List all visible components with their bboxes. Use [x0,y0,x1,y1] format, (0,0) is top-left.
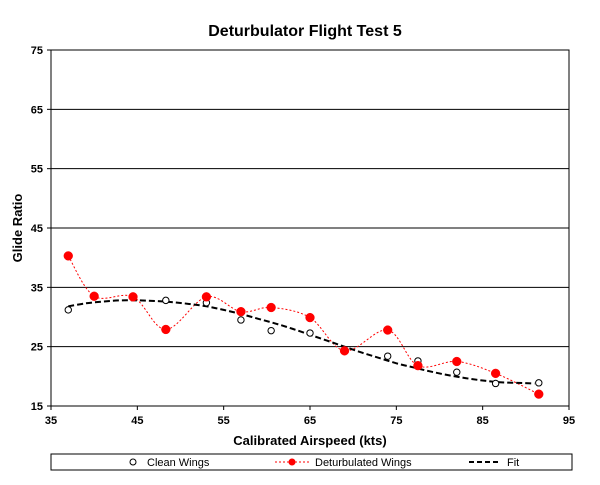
point-deturbulated-wings [383,325,393,335]
point-deturbulated-wings [266,302,276,313]
x-tick-label: 75 [390,415,402,427]
y-tick-label: 35 [31,282,43,294]
x-tick-label: 65 [304,415,316,427]
legend-marker-deturbulated-wings [288,458,296,466]
point-deturbulated-wings [490,368,501,379]
legend-box [50,453,573,471]
series-line-deturbulated-wings [67,255,539,395]
series-line-fit [68,299,535,385]
y-tick-label: 75 [31,45,43,57]
point-deturbulated-wings [89,291,99,301]
point-clean-wings [306,329,314,337]
point-deturbulated-wings [305,312,315,323]
point-clean-wings [162,296,170,305]
point-clean-wings [384,352,392,360]
point-deturbulated-wings [161,324,171,335]
legend: Clean Wings Deturbulated Wings Fit [50,453,573,471]
point-clean-wings [267,326,275,335]
point-deturbulated-wings [236,307,246,317]
legend-label-deturbulated-wings: Deturbulated Wings [315,457,412,469]
point-deturbulated-wings [534,389,544,399]
point-clean-wings [491,379,500,388]
point-clean-wings [237,316,245,324]
y-tick-label: 25 [31,342,43,354]
y-tick-labels: 15 25 35 45 55 65 75 [31,45,43,413]
point-deturbulated-wings [452,356,462,367]
point-clean-wings [64,306,72,314]
point-clean-wings [535,379,543,387]
point-clean-wings [453,368,461,376]
y-tick-label: 45 [31,223,43,235]
point-deturbulated-wings [339,346,350,356]
y-tick-label: 15 [31,401,43,413]
gridlines [47,49,570,410]
x-tick-label: 55 [218,415,230,427]
point-deturbulated-wings [201,292,212,302]
legend-label-clean-wings: Clean Wings [147,457,210,469]
point-deturbulated-wings [128,292,138,302]
series-layer [63,251,544,399]
y-tick-label: 65 [31,104,43,116]
y-tick-label: 55 [31,164,43,176]
x-tick-labels: 35 45 55 65 75 85 95 [45,415,575,427]
x-tick-label: 95 [563,415,575,427]
x-axis-title: Calibrated Airspeed (kts) [233,433,386,448]
x-tick-label: 35 [45,415,57,427]
chart-title: Deturbulator Flight Test 5 [208,23,402,40]
legend-marker-clean-wings [129,458,137,466]
point-deturbulated-wings [413,361,423,371]
point-deturbulated-wings [63,251,73,261]
x-tick-label: 45 [131,415,143,427]
y-axis-title: Glide Ratio [10,194,25,263]
x-tick-label: 85 [477,415,489,427]
legend-label-fit: Fit [507,457,519,469]
